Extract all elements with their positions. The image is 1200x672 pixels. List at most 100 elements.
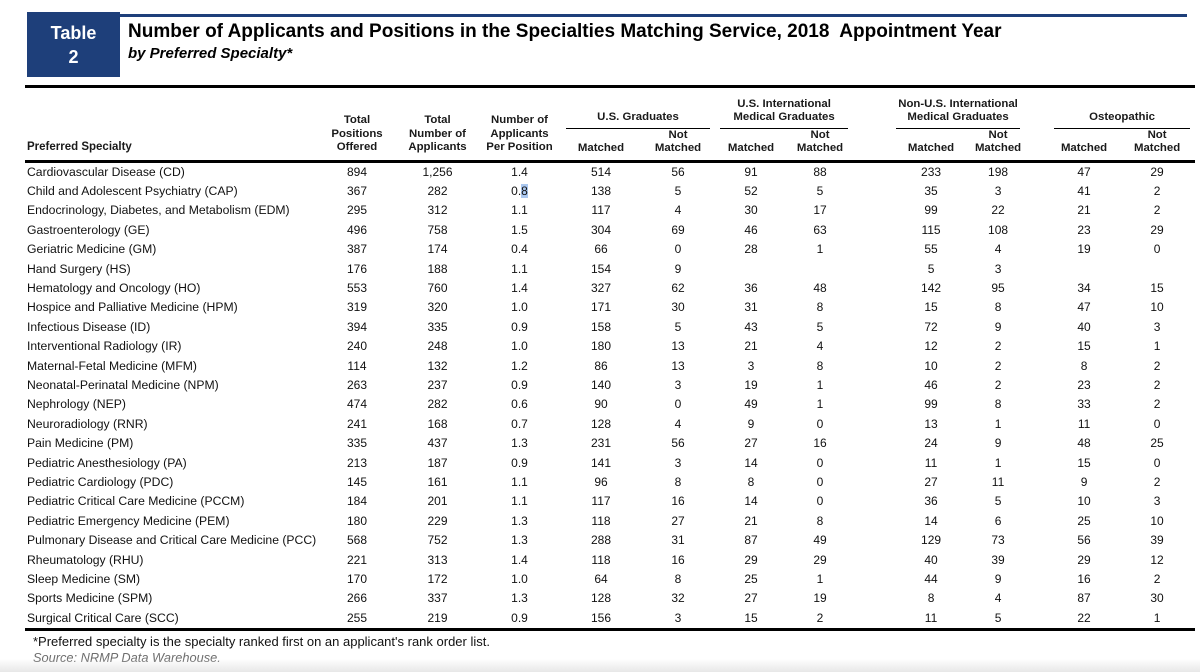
column-gap (853, 161, 891, 182)
applicants_per_position-cell: 1.0 (511, 339, 528, 354)
osteopathic_matched-cell: 16 (1077, 572, 1091, 587)
osteopathic_not_matched-cell: 2 (1153, 358, 1161, 373)
non_us_img_matched-cell: 115 (921, 222, 941, 237)
selected-text: 8 (521, 183, 528, 198)
applicants_per_position-cell: 1.4 (511, 552, 528, 567)
osteopathic_matched-cell: 8 (1080, 358, 1088, 373)
us_grad_matched-cell: 86 (594, 358, 608, 373)
table-row: Endocrinology, Diabetes, and Metabolism … (25, 201, 1195, 220)
column-gap (1025, 512, 1049, 531)
us_img_matched-cell: 52 (744, 183, 758, 198)
non_us_img_not_matched-cell: 1 (994, 455, 1002, 470)
osteopathic_not_matched-cell: 39 (1150, 533, 1164, 548)
applicants_per_position-cell: 1.1 (511, 203, 528, 218)
non_us_img_matched-cell: 13 (924, 416, 938, 431)
non_us_img_matched-cell: 129 (921, 533, 942, 548)
subheader-osteo-not-matched: Not Matched (1133, 128, 1181, 154)
specialty-cell: Geriatric Medicine (GM) (27, 242, 157, 257)
non_us_img_not_matched-cell: 4 (994, 242, 1002, 257)
positions_offered-cell: 241 (346, 416, 368, 431)
group-header-label: U.S. Graduates (566, 111, 711, 129)
us_grad_matched-cell: 154 (590, 261, 612, 276)
applicants_per_position-cell: 1.3 (511, 513, 528, 528)
group-header-label: Osteopathic (1054, 111, 1191, 129)
applicants_per_position-cell: 1.3 (511, 436, 528, 451)
column-gap (853, 570, 891, 589)
subheader-us-matched: Matched (577, 141, 625, 154)
applicants_per_position-cell: 1.1 (511, 494, 528, 509)
osteopathic_not_matched-cell: 2 (1153, 572, 1161, 587)
us_img_not_matched-cell (787, 260, 853, 279)
specialties-table-wrap: Preferred Specialty Total Positions Offe… (25, 85, 1196, 632)
total_applicants-cell: 219 (427, 610, 448, 625)
column-gap (853, 298, 891, 317)
us_grad_matched-cell: 118 (591, 513, 611, 528)
osteopathic_matched-cell: 15 (1077, 339, 1091, 354)
positions_offered-cell: 474 (346, 397, 368, 412)
non_us_img_matched-cell: 233 (921, 164, 942, 179)
us_img_matched-cell (715, 260, 787, 279)
us_img_not_matched-cell: 0 (816, 455, 824, 470)
positions_offered-cell: 221 (346, 552, 368, 567)
table-row: Pulmonary Disease and Critical Care Medi… (25, 531, 1195, 550)
osteopathic_matched-cell: 41 (1077, 183, 1091, 198)
positions_offered-cell: 266 (346, 591, 368, 606)
applicants_per_position-cell: 1.4 (511, 280, 528, 295)
total_applicants-cell: 201 (427, 494, 448, 509)
non_us_img_matched-cell: 55 (924, 242, 938, 257)
positions_offered-cell: 335 (346, 436, 368, 451)
applicants_per_position-cell: 1.1 (511, 261, 528, 276)
total_applicants-cell: 174 (427, 242, 448, 257)
osteopathic_not_matched-cell: 10 (1150, 300, 1164, 315)
osteopathic_matched-cell: 22 (1077, 610, 1091, 625)
us_grad_not_matched-cell: 3 (674, 377, 682, 392)
total_applicants-cell: 168 (427, 416, 448, 431)
total_applicants-cell: 335 (427, 319, 448, 334)
us_grad_matched-cell: 64 (594, 572, 608, 587)
column-gap (1025, 395, 1049, 414)
page-bottom-edge (0, 659, 1200, 672)
column-gap (1025, 434, 1049, 453)
us_img_matched-cell: 29 (744, 552, 758, 567)
table-row: Neonatal-Perinatal Medicine (NPM) 263 237 0… (25, 376, 1195, 395)
osteopathic_matched-cell: 9 (1080, 475, 1088, 489)
us_img_not_matched-cell: 63 (813, 222, 827, 237)
column-gap (853, 182, 891, 201)
total_applicants-cell: 187 (427, 455, 448, 470)
positions_offered-cell: 367 (346, 183, 368, 198)
applicants_per_position-cell: 1.0 (511, 300, 528, 315)
non_us_img_matched-cell: 8 (927, 591, 935, 606)
table-body: Cardiovascular Disease (CD) 894 1,256 1.4 51… (25, 161, 1195, 630)
table-row: Pediatric Anesthesiology (PA) 213 187 0.9 14… (25, 454, 1195, 473)
table-row: Pain Medicine (PM) 335 437 1.3 231 56 27 16 24 9 4… (25, 434, 1195, 453)
table-row: Sports Medicine (SPM) 266 337 1.3 128 32 27 19 8… (25, 589, 1195, 608)
osteopathic_matched-cell: 23 (1077, 377, 1091, 392)
us_img_matched-cell: 14 (744, 455, 758, 470)
positions_offered-cell: 240 (346, 339, 368, 354)
osteopathic_matched-cell (1049, 260, 1119, 279)
us_grad_not_matched-cell: 5 (674, 183, 682, 198)
us_grad_matched-cell: 327 (590, 280, 612, 295)
us_img_matched-cell: 30 (744, 203, 758, 218)
osteopathic_not_matched-cell: 15 (1150, 280, 1164, 295)
us_img_matched-cell: 8 (747, 475, 755, 489)
positions_offered-cell: 394 (346, 319, 368, 334)
subheader-img-not-matched: Not Matched (796, 128, 844, 154)
table-row: Interventional Radiology (IR) 240 248 1.0 18… (25, 337, 1195, 356)
positions_offered-cell: 213 (346, 455, 368, 470)
column-gap (1025, 260, 1049, 279)
footnote: *Preferred specialty is the specialty ra… (33, 634, 490, 649)
us_grad_not_matched-cell: 56 (671, 164, 685, 179)
us_grad_not_matched-cell: 4 (674, 416, 682, 431)
positions_offered-cell: 184 (346, 494, 368, 509)
us_img_matched-cell: 3 (747, 358, 755, 373)
column-gap (1025, 318, 1049, 337)
column-gap (1025, 240, 1049, 259)
header-row-subcolumns: Matched Not Matched Matched Not Matched … (25, 129, 1195, 162)
us_grad_matched-cell: 128 (590, 591, 612, 606)
us_grad_matched-cell: 140 (590, 377, 612, 392)
specialty-cell: Cardiovascular Disease (CD) (27, 164, 185, 179)
us_grad_matched-cell: 90 (594, 397, 608, 412)
us_img_not_matched-cell: 2 (816, 610, 824, 625)
